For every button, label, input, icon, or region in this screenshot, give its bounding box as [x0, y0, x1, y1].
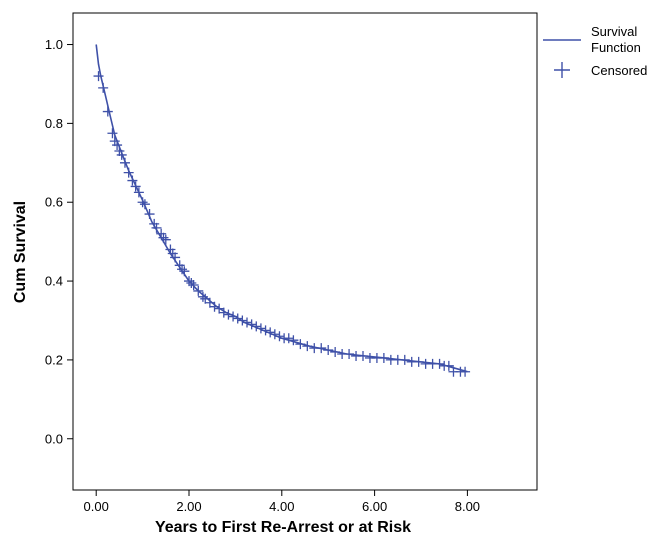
censored-point	[255, 323, 266, 334]
censored-point	[98, 82, 109, 93]
censored-point	[151, 222, 162, 233]
censored-point	[460, 366, 471, 377]
censored-point	[413, 356, 424, 367]
censored-point	[144, 209, 155, 220]
y-axis-ticks: 0.0 0.2 0.4 0.6 0.8 1.0	[45, 37, 73, 446]
censored-point	[274, 331, 285, 342]
censored-point	[434, 358, 445, 369]
plot-frame	[72, 12, 538, 491]
censored-point	[399, 354, 410, 365]
censored-point	[139, 199, 150, 210]
legend-label-survival-line1: Survival	[591, 24, 637, 39]
censored-point	[242, 317, 252, 328]
x-axis-title: Years to First Re-Arrest or at Risk	[155, 519, 411, 536]
censored-point	[246, 319, 257, 330]
censored-point	[177, 264, 188, 275]
legend-label-survival-line2: Function	[591, 40, 641, 55]
censored-point	[237, 315, 248, 326]
censored-point	[358, 350, 368, 361]
censored-point	[344, 348, 355, 359]
censored-point	[218, 307, 229, 318]
censored-point	[158, 232, 169, 243]
censored-point	[193, 285, 204, 296]
censored-point	[197, 291, 208, 302]
censored-point	[223, 309, 234, 320]
x-axis-ticks: 0.00 2.00 4.00 6.00 8.00	[84, 490, 480, 514]
censored-point	[160, 234, 171, 245]
censored-point	[102, 106, 113, 117]
y-tick-label: 1.0	[45, 37, 63, 52]
censored-point	[188, 280, 199, 291]
censored-point	[283, 333, 294, 344]
censored-point	[269, 329, 280, 340]
censored-point	[112, 140, 123, 151]
censored-point	[260, 325, 271, 336]
y-tick-label: 0.8	[45, 116, 63, 131]
censored-point	[330, 347, 341, 358]
censored-point	[288, 335, 299, 346]
censored-markers	[93, 71, 471, 377]
y-tick-label: 0.6	[45, 195, 63, 210]
censored-point	[179, 266, 190, 277]
y-tick-label: 0.2	[45, 352, 63, 367]
censored-point	[127, 175, 138, 186]
x-tick-label: 4.00	[269, 499, 294, 514]
survival-function-line	[95, 44, 468, 373]
censored-point	[123, 167, 134, 178]
censored-point	[209, 301, 220, 312]
censored-point	[130, 181, 141, 192]
legend: Survival Function Censored	[543, 24, 647, 78]
censored-point	[295, 339, 306, 350]
censored-point	[378, 352, 389, 363]
censored-point	[93, 71, 104, 82]
censored-point	[116, 149, 127, 160]
censored-point	[107, 128, 118, 139]
censored-point	[251, 321, 262, 332]
censored-point	[265, 327, 276, 338]
legend-plus-swatch	[554, 62, 570, 78]
censored-point	[232, 313, 243, 324]
x-tick-label: 8.00	[455, 499, 480, 514]
censored-point	[228, 311, 239, 322]
censored-point	[137, 197, 148, 208]
censored-point	[323, 345, 334, 356]
censored-point	[316, 343, 327, 354]
censored-point	[133, 187, 144, 198]
y-tick-label: 0.0	[45, 431, 63, 446]
x-tick-label: 6.00	[362, 499, 387, 514]
legend-label-censored: Censored	[591, 63, 647, 78]
censored-point	[443, 360, 454, 371]
censored-point	[170, 252, 181, 263]
x-tick-label: 2.00	[176, 499, 201, 514]
censored-point	[119, 157, 130, 168]
censored-point	[186, 278, 197, 289]
x-tick-label: 0.00	[84, 499, 109, 514]
y-axis-title: Cum Survival	[12, 201, 29, 303]
censored-point	[302, 341, 313, 352]
y-tick-label: 0.4	[45, 274, 63, 289]
